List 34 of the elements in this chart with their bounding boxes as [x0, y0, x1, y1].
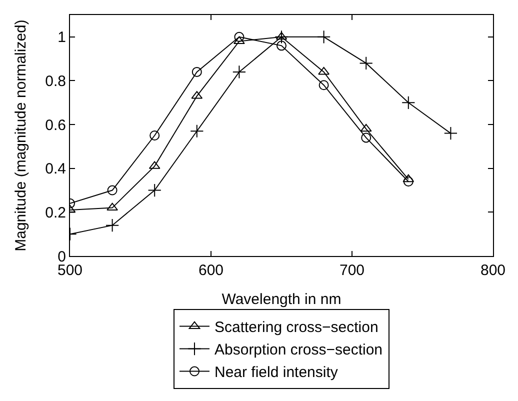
y-tick-label: 0.6 — [45, 116, 66, 134]
y-tick-label: 1 — [58, 29, 66, 46]
point — [318, 80, 329, 90]
point — [359, 56, 373, 70]
point — [402, 174, 414, 182]
point — [190, 124, 204, 138]
point — [318, 66, 330, 75]
point — [106, 202, 118, 211]
point — [317, 30, 331, 44]
x-axis-title: Wavelength in nm — [222, 291, 342, 308]
point — [361, 132, 372, 143]
y-axis-title: Magnitude (magnitude normalized) — [12, 20, 30, 252]
y-tick-label: 0.4 — [45, 160, 66, 178]
point — [232, 65, 246, 79]
point — [150, 130, 160, 140]
y-tick-label: 0.2 — [45, 204, 66, 222]
legend-label: Scattering cross−section — [214, 319, 378, 336]
point — [234, 32, 244, 42]
legend-label: Near field intensity — [214, 364, 338, 382]
y-tick-label: 0.8 — [45, 72, 66, 90]
point — [444, 126, 458, 140]
point — [234, 36, 245, 44]
point — [360, 124, 372, 132]
point — [148, 183, 162, 198]
point — [107, 185, 118, 196]
point — [106, 218, 120, 232]
x-tick-label: 800 — [480, 262, 506, 279]
point — [192, 66, 202, 77]
x-tick-label: 600 — [198, 262, 224, 279]
point — [402, 96, 416, 110]
legend-label: Absorption cross−section — [214, 342, 383, 359]
x-tick-label: 700 — [339, 262, 365, 279]
point — [403, 176, 414, 187]
point — [276, 40, 286, 51]
